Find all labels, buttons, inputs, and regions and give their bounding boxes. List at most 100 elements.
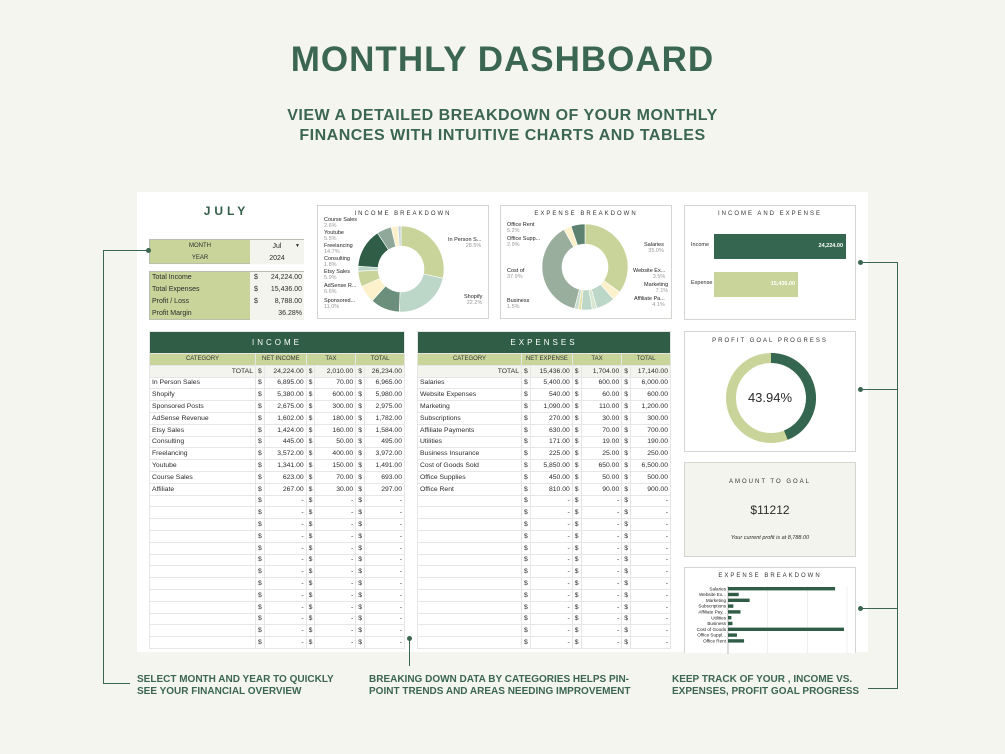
donut-slice[interactable]: [584, 223, 629, 293]
currency: $: [305, 423, 316, 437]
amount-cell: 650.00: [580, 459, 623, 472]
table-row[interactable]: Sponsored Posts $2,675.00 $300.00 $2,975.00: [149, 400, 405, 413]
donut-slice[interactable]: [398, 273, 444, 313]
table-row[interactable]: Website Expenses $540.00 $60.00 $600.00: [417, 388, 671, 402]
expense-bar[interactable]: [728, 621, 733, 626]
table-row[interactable]: Utilities $171.00 $19.00 $190.00: [417, 435, 671, 449]
donut-slice[interactable]: [397, 225, 402, 247]
year-input[interactable]: 2024: [250, 252, 304, 264]
currency: $: [355, 411, 365, 425]
currency: $: [521, 541, 531, 555]
expense-bar[interactable]: [728, 633, 737, 637]
currency: $: [355, 553, 365, 567]
currency: $: [305, 470, 316, 484]
table-row[interactable]: AdSense Revenue $1,602.00 $180.00 $1,782.00: [149, 411, 405, 425]
currency: $: [305, 577, 316, 590]
column-header: NET EXPENSE: [521, 353, 573, 366]
category-cell: AdSense Revenue: [149, 411, 256, 425]
chart-label: Etsy Sales 5.9%: [324, 269, 350, 281]
currency: $: [521, 411, 531, 425]
summary-value-cell: $24,224.00: [250, 272, 304, 284]
currency: $: [305, 400, 316, 413]
table-row[interactable]: Consulting $445.00 $50.00 $495.00: [149, 435, 405, 449]
column-header: TAX: [571, 353, 623, 366]
slice-label: Youtube: [324, 230, 344, 236]
currency: $: [621, 518, 632, 531]
total-label: TOTAL: [417, 364, 522, 378]
table-row[interactable]: Cost of Goods Sold $5,850.00 $650.00 $6,500…: [417, 459, 671, 472]
chart-label: Website Ex... 3.5%: [633, 268, 665, 280]
connector-line: [860, 608, 897, 609]
amount-cell: 400.00: [314, 447, 357, 461]
empty-row: $ - $ - $ -: [149, 636, 405, 649]
year-label: YEAR: [191, 255, 209, 261]
currency: $: [521, 588, 531, 602]
amount-cell: -: [529, 624, 573, 638]
bar-label: Office Suppl...: [697, 633, 726, 638]
amount-cell: -: [580, 529, 623, 543]
expense-bar[interactable]: [728, 598, 750, 602]
currency: $: [621, 541, 632, 555]
amount-cell: 2,975.00: [364, 400, 405, 413]
table-row[interactable]: Freelancing $3,572.00 $400.00 $3,972.00: [149, 447, 405, 461]
category-cell: [417, 494, 522, 508]
currency: $: [305, 494, 316, 508]
amount-cell: 3,972.00: [364, 447, 405, 461]
currency: $: [521, 577, 531, 590]
table-row[interactable]: Etsy Sales $1,424.00 $160.00 $1,584.00: [149, 423, 405, 437]
connector-line: [103, 683, 130, 684]
donut-slice[interactable]: [570, 223, 586, 246]
table-row[interactable]: Shopify $5,380.00 $600.00 $5,980.00: [149, 388, 405, 402]
category-cell: [417, 612, 522, 626]
table-row[interactable]: Office Rent $810.00 $90.00 $900.00: [417, 482, 671, 496]
table-row[interactable]: Youtube $1,341.00 $150.00 $1,491.00: [149, 459, 405, 472]
currency: $: [355, 529, 365, 543]
currency: $: [355, 624, 365, 638]
table-row[interactable]: Business Insurance $225.00 $25.00 $250.00: [417, 447, 671, 461]
amount-cell: 1,341.00: [263, 459, 307, 472]
amount-cell: -: [580, 588, 623, 602]
slice-percent: 14.7%: [324, 249, 340, 255]
amount-cell: 6,000.00: [630, 376, 671, 390]
table-row[interactable]: Affiliate Payments $630.00 $70.00 $700.00: [417, 423, 671, 437]
expense-bar[interactable]: [728, 592, 739, 597]
expense-bar-chart: EXPENSE BREAKDOWN Salaries Website Ex... M…: [684, 567, 856, 654]
amount-cell: 225.00: [529, 447, 573, 461]
donut-slice[interactable]: [541, 229, 580, 310]
expense-bar[interactable]: [728, 610, 741, 614]
currency: $: [355, 577, 365, 590]
currency: $: [571, 400, 582, 413]
table-row[interactable]: Marketing $1,090.00 $110.00 $1,200.00: [417, 400, 671, 413]
total-value: 26,234.00: [364, 364, 405, 378]
expense-bar[interactable]: [728, 604, 734, 608]
table-row[interactable]: Office Supplies $450.00 $50.00 $500.00: [417, 470, 671, 484]
total-value: 1,704.00: [580, 364, 623, 378]
table-row[interactable]: Subscriptions $270.00 $30.00 $300.00: [417, 411, 671, 425]
currency: $: [255, 482, 265, 496]
table-row[interactable]: Affiliate $267.00 $30.00 $297.00: [149, 482, 405, 496]
month-dropdown[interactable]: Jul ▼: [250, 240, 304, 252]
currency: $: [571, 411, 582, 425]
currency: $: [621, 506, 632, 520]
table-row[interactable]: In Person Sales $6,895.00 $70.00 $6,965.00: [149, 376, 405, 390]
slice-label: Office Supp...: [507, 236, 541, 242]
expense-bar[interactable]: [728, 587, 836, 591]
expense-bar[interactable]: [728, 616, 732, 620]
table-row[interactable]: Salaries $5,400.00 $600.00 $6,000.00: [417, 376, 671, 390]
slice-label: Consulting: [324, 256, 350, 262]
amount-cell: 693.00: [364, 470, 405, 484]
donut-slice[interactable]: [400, 225, 445, 279]
expense-bar[interactable]: [728, 627, 845, 631]
amount-cell: 450.00: [529, 470, 573, 484]
currency: $: [305, 636, 316, 649]
currency: $: [571, 577, 582, 590]
currency: $: [521, 459, 531, 472]
amount-cell: -: [529, 553, 573, 567]
slice-percent: 11.0%: [324, 304, 340, 310]
empty-row: $ - $ - $ -: [417, 494, 671, 508]
slice-label: Shopify: [464, 294, 483, 300]
expense-bar[interactable]: [728, 639, 745, 643]
total-value: 24,224.00: [263, 364, 307, 378]
amount-cell: -: [314, 588, 357, 602]
table-row[interactable]: Course Sales $623.00 $70.00 $693.00: [149, 470, 405, 484]
